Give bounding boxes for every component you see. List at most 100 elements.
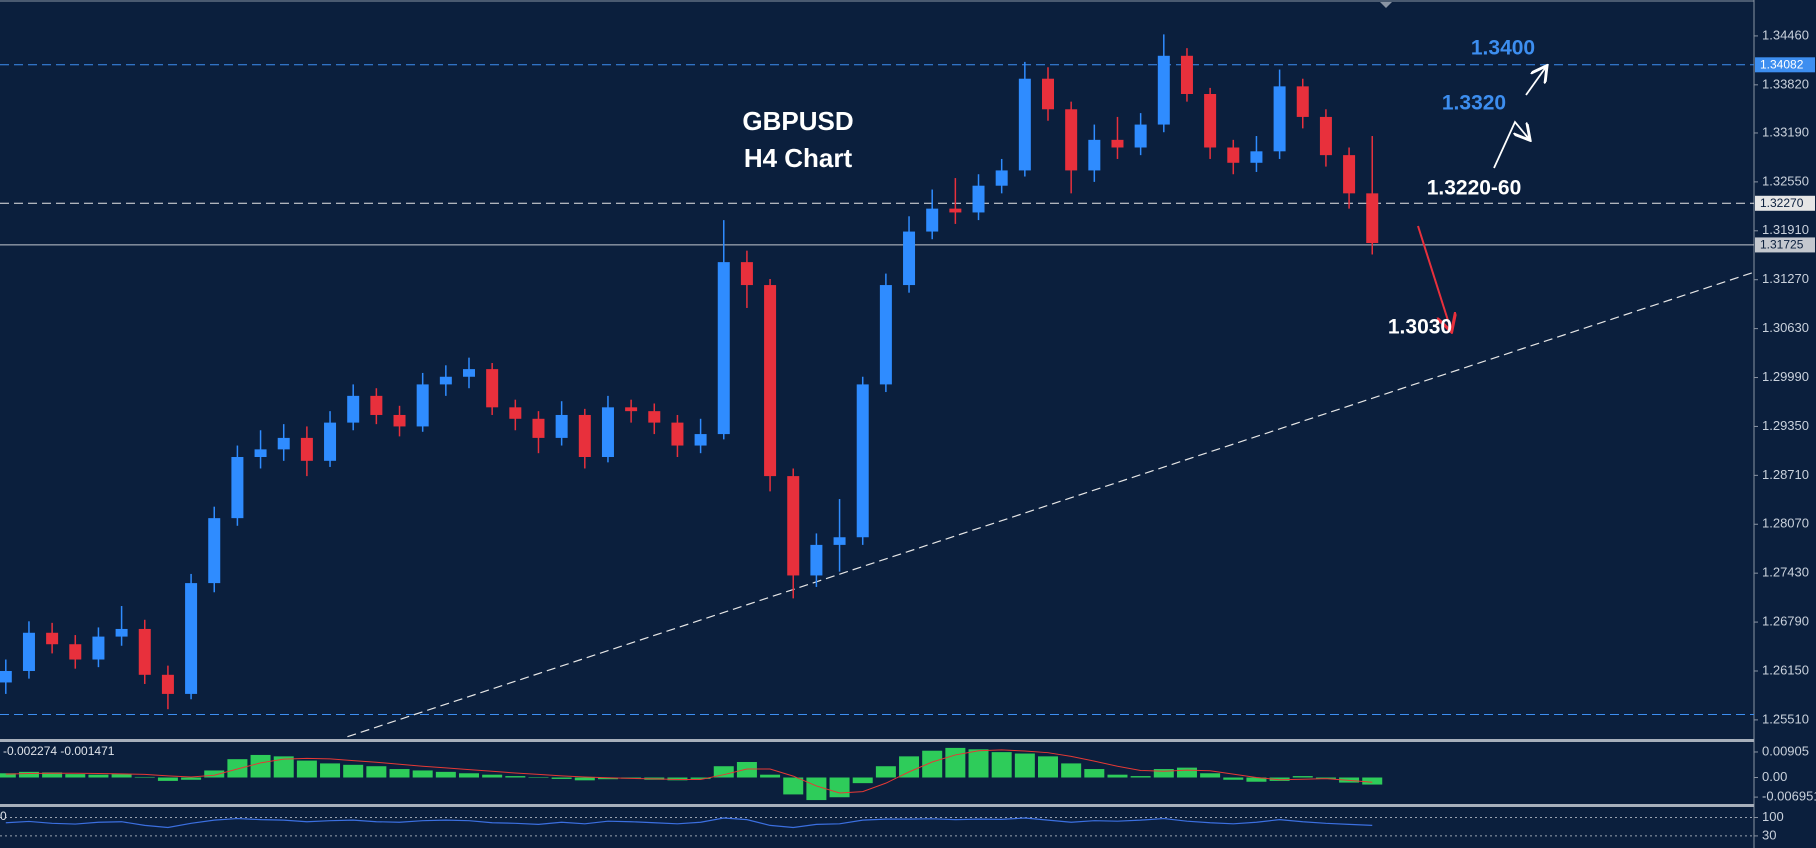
candle-body — [555, 414, 568, 438]
macd-bar — [204, 770, 225, 778]
candle-body — [648, 411, 661, 423]
candle-body — [22, 632, 35, 671]
candle-body — [972, 185, 985, 213]
macd-bar — [65, 774, 86, 778]
macd-bar — [667, 777, 688, 781]
candle-body — [532, 418, 545, 438]
y-tick-label: 1.33190 — [1762, 124, 1809, 139]
candle-body — [1042, 78, 1054, 110]
candle-body — [231, 457, 244, 519]
candle-body — [926, 208, 939, 232]
arrow — [1525, 67, 1546, 96]
level-label-box — [1755, 237, 1815, 253]
y-tick-label: 100 — [1762, 809, 1784, 824]
macd-bar — [1084, 769, 1105, 778]
macd-bar — [459, 773, 479, 778]
y-tick-label: 30 — [1762, 827, 1776, 842]
macd-bar — [88, 774, 109, 778]
macd-bar — [760, 774, 781, 778]
candle-body — [324, 422, 337, 461]
annotation: 1.3400 — [1471, 37, 1535, 60]
macd-bar — [505, 776, 526, 778]
candle-body — [277, 437, 290, 450]
candle-body — [764, 285, 777, 477]
macd-bar — [1223, 777, 1244, 780]
macd-bar — [1130, 776, 1151, 778]
shift-marker — [1380, 2, 1392, 8]
candle-body — [46, 632, 59, 645]
macd-bar — [690, 777, 711, 779]
macd-bar — [412, 770, 433, 778]
macd-bar — [42, 772, 63, 778]
candle-body — [1227, 147, 1240, 163]
candle-body — [1296, 86, 1309, 117]
candle-body — [347, 395, 360, 423]
pane-separator — [0, 739, 1754, 742]
macd-bar — [18, 771, 39, 778]
macd-bar — [1246, 777, 1267, 782]
level-label: 1.31725 — [1760, 238, 1804, 252]
candle-body — [995, 170, 1008, 186]
trendline — [347, 271, 1754, 738]
macd-bar — [806, 777, 827, 801]
macd-bar — [899, 756, 920, 778]
candle-body — [1065, 109, 1078, 171]
y-tick-label: 1.31910 — [1762, 222, 1809, 237]
y-tick-label: 1.30630 — [1762, 320, 1809, 335]
candle-body — [578, 414, 591, 458]
candle-body — [0, 670, 12, 683]
candle-body — [1343, 155, 1356, 194]
macd-bar — [1014, 753, 1035, 778]
y-tick-label: 1.28710 — [1762, 467, 1809, 482]
main-pane — [0, 34, 1754, 738]
candle-body — [393, 414, 406, 427]
y-tick-label: 1.25510 — [1762, 711, 1809, 726]
macd-bar — [273, 756, 294, 778]
macd-bar — [1292, 776, 1313, 778]
candle-body — [1111, 139, 1124, 148]
macd-bar — [1038, 756, 1058, 778]
candle-body — [1204, 93, 1217, 148]
y-tick-label: -0.006951 — [1762, 789, 1816, 804]
y-tick-label: 1.29350 — [1762, 418, 1809, 433]
y-tick-label: 1.29990 — [1762, 369, 1809, 384]
macd-bar — [991, 752, 1012, 778]
annotation: 1.3320 — [1442, 92, 1506, 115]
macd-bar — [968, 749, 989, 778]
candle-body — [903, 231, 916, 286]
y-tick-label: 1.26150 — [1762, 662, 1809, 677]
candle-body — [161, 674, 174, 694]
macd-bar — [829, 777, 850, 798]
candle-body — [439, 376, 452, 385]
macd-bar — [181, 777, 202, 780]
indicator-label: -0.002274 -0.001471 — [3, 744, 115, 758]
candle-body — [1157, 55, 1170, 125]
macd-bar — [783, 777, 804, 795]
annotation: 1.3220-60 — [1427, 177, 1522, 200]
pane-separator — [0, 804, 1754, 807]
macd-bar — [250, 754, 271, 778]
macd-bar — [320, 763, 341, 778]
candle-body — [486, 369, 499, 408]
level-label: 1.32270 — [1760, 196, 1804, 210]
macd-bar — [1061, 763, 1082, 778]
candle-body — [1250, 151, 1263, 163]
macd-bar — [1153, 769, 1174, 778]
macd-bar — [227, 759, 248, 778]
y-tick-label: 1.27430 — [1762, 565, 1809, 580]
y-tick-label: 0.00905 — [1762, 743, 1809, 758]
macd-bar — [435, 771, 456, 778]
y-tick-label: 1.34460 — [1762, 27, 1809, 42]
level-label: 1.34082 — [1760, 57, 1804, 71]
candle-body — [601, 407, 614, 458]
level-label-box — [1755, 195, 1815, 211]
candle-body — [1018, 78, 1031, 171]
annotation: 1.3030 — [1388, 316, 1452, 339]
candle-body — [1366, 193, 1379, 244]
candle-body — [416, 384, 429, 427]
candle-body — [1134, 124, 1147, 148]
candle-body — [370, 395, 383, 415]
macd-bar — [1176, 767, 1197, 778]
y-tick-label: 1.33820 — [1762, 76, 1809, 91]
